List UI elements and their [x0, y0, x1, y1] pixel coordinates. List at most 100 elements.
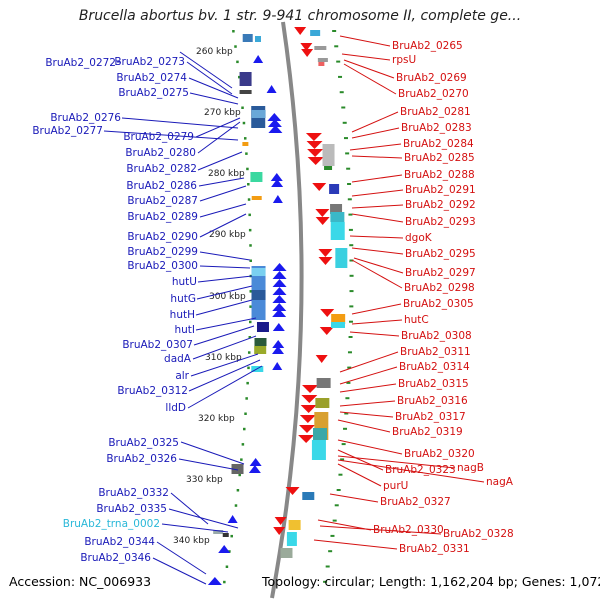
gene-label[interactable]: BruAb2_0344	[84, 536, 155, 548]
gene-label[interactable]: hutG	[170, 293, 196, 305]
tick-mark	[349, 259, 354, 262]
gene-label[interactable]: BruAb2_0284	[403, 138, 474, 150]
gene-label[interactable]: hutI	[174, 324, 195, 336]
gene-label[interactable]: hutU	[172, 276, 197, 288]
tick-mark	[349, 305, 354, 308]
gene-label[interactable]: BruAb2_0270	[398, 88, 469, 100]
gene-label[interactable]: BruAb2_0307	[122, 339, 193, 351]
gene-label[interactable]: BruAb2_0289	[127, 211, 198, 223]
gene-label[interactable]: BruAb2_0320	[404, 448, 475, 460]
gene-label[interactable]: BruAb2_0269	[396, 72, 467, 84]
gene-block	[335, 248, 348, 268]
gene-label[interactable]: BruAb2_0265	[392, 40, 463, 52]
gene-label[interactable]: dadA	[164, 353, 192, 365]
gene-label[interactable]: BruAb2_0286	[126, 180, 197, 192]
tick-mark	[225, 565, 229, 568]
reverse-gene-arrow	[312, 183, 327, 191]
gene-label[interactable]: BruAb2_0325	[108, 437, 179, 449]
gene-label[interactable]: BruAb2_0285	[404, 152, 475, 164]
gene-label[interactable]: BruAb2_0319	[392, 426, 463, 438]
gene-block	[254, 338, 267, 346]
gene-label[interactable]: BruAb2_0295	[405, 248, 476, 260]
reverse-gene-arrow	[294, 27, 307, 35]
gene-label[interactable]: BruAb2_0327	[380, 496, 451, 508]
tick-mark	[236, 60, 239, 64]
gene-label[interactable]: BruAb2_0283	[401, 122, 472, 134]
tick-mark	[349, 244, 354, 247]
gene-label[interactable]: BruAb2_0272	[45, 57, 116, 69]
gene-label[interactable]: purU	[383, 480, 408, 492]
connector-line	[351, 127, 400, 139]
gene-label[interactable]: BruAb2_0297	[405, 267, 476, 279]
gene-label[interactable]: hutC	[404, 314, 429, 326]
gene-label[interactable]: BruAb2_0330	[373, 524, 444, 536]
connector-line	[190, 353, 259, 377]
gene-label[interactable]: dgoK	[405, 232, 433, 244]
gene-label[interactable]: BruAb2_0293	[405, 216, 476, 228]
gene-label[interactable]: BruAb2_0305	[403, 298, 474, 310]
tick-mark	[346, 167, 351, 170]
gene-block	[315, 398, 330, 408]
gene-label[interactable]: BruAb2_0291	[405, 184, 476, 196]
gene-label[interactable]: BruAb2_0308	[401, 330, 472, 342]
connector-line	[187, 365, 263, 409]
gene-label[interactable]: BruAb2_0332	[98, 487, 169, 499]
gene-label[interactable]: BruAb2_0328	[443, 528, 514, 540]
gene-label[interactable]: BruAb2_0315	[398, 378, 469, 390]
gene-label[interactable]: BruAb2_0326	[106, 453, 177, 465]
reverse-gene-arrow	[320, 309, 335, 317]
forward-gene-arrow	[218, 545, 231, 553]
gene-label[interactable]: BruAb2_0280	[125, 147, 196, 159]
gene-label[interactable]: BruAb2_0277	[32, 125, 103, 137]
gene-label[interactable]: BruAb2_0311	[400, 346, 471, 358]
gene-label[interactable]: rpsU	[392, 54, 416, 66]
gene-label[interactable]: nagB	[457, 462, 484, 474]
gene-label[interactable]: BruAb2_trna_0002	[63, 518, 160, 530]
gene-label[interactable]: BruAb2_0292	[405, 199, 476, 211]
gene-label[interactable]: BruAb2_0275	[118, 87, 189, 99]
forward-gene-arrow	[271, 346, 284, 354]
gene-label[interactable]: BruAb2_0287	[127, 195, 198, 207]
gene-label[interactable]: BruAb2_0346	[80, 552, 151, 564]
gene-label[interactable]: BruAb2_0299	[127, 246, 198, 258]
gene-block	[242, 34, 253, 42]
gene-label[interactable]: nagA	[486, 476, 514, 488]
connector-line	[351, 319, 403, 325]
gene-label[interactable]: lldD	[165, 402, 186, 414]
gene-label[interactable]: BruAb2_0276	[50, 112, 121, 124]
gene-label[interactable]: BruAb2_0331	[399, 543, 470, 555]
gene-label[interactable]: BruAb2_0323	[385, 464, 456, 476]
gene-label[interactable]: BruAb2_0316	[397, 395, 468, 407]
tick-mark	[249, 320, 252, 324]
tick-mark	[330, 534, 335, 537]
gene-label[interactable]: BruAb2_0317	[395, 411, 466, 423]
gene-label[interactable]: BruAb2_0288	[404, 169, 475, 181]
connector-line	[351, 155, 403, 159]
gene-block	[330, 212, 345, 222]
gene-label[interactable]: BruAb2_0300	[127, 260, 198, 272]
gene-label[interactable]: BruAb2_0290	[127, 231, 198, 243]
gene-block	[250, 172, 263, 182]
gene-label[interactable]: BruAb2_0281	[400, 106, 471, 118]
gene-label[interactable]: BruAb2_0298	[404, 282, 475, 294]
right-gene-labels: BruAb2_0265 rpsU BruAb2_0269 BruAb2_0270…	[373, 40, 514, 555]
gene-block	[310, 30, 321, 36]
gene-label[interactable]: alr	[175, 370, 189, 382]
gene-label[interactable]: BruAb2_0279	[123, 131, 194, 143]
forward-gene-arrow	[270, 173, 283, 181]
tick-mark	[246, 167, 249, 171]
gene-label[interactable]: BruAb2_0274	[116, 72, 187, 84]
connector-line	[319, 525, 442, 535]
gene-label[interactable]: BruAb2_0312	[117, 385, 188, 397]
reverse-gene-arrow	[307, 157, 324, 165]
gene-label[interactable]: BruAb2_0282	[126, 163, 197, 175]
connector-line	[199, 251, 251, 261]
gene-label[interactable]: hutH	[170, 309, 195, 321]
gene-label[interactable]: BruAb2_0273	[114, 56, 185, 68]
gene-label[interactable]: BruAb2_0314	[399, 361, 470, 373]
tick-mark	[349, 274, 354, 277]
connector-line	[188, 77, 239, 99]
gene-block	[324, 166, 333, 170]
gene-label[interactable]: BruAb2_0335	[96, 503, 167, 515]
